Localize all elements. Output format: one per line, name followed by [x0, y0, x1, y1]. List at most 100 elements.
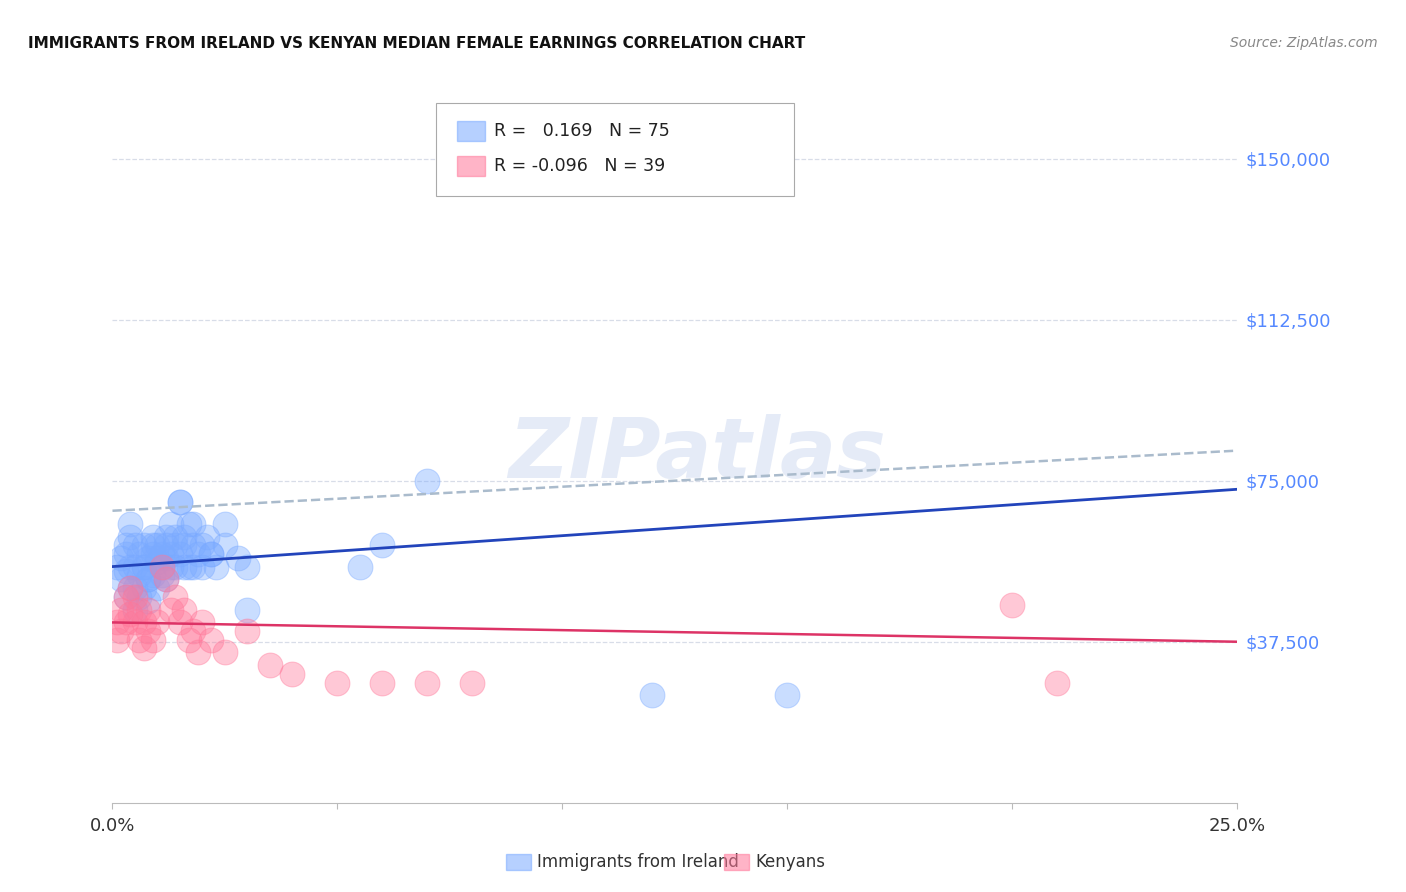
Point: [142, 538, 165, 552]
Point: [200, 547, 222, 561]
Point: [142, 632, 165, 647]
Point: [165, 559, 187, 574]
Point: [183, 538, 205, 552]
Point: [187, 547, 209, 561]
Point: [124, 559, 146, 574]
Point: [214, 516, 236, 531]
Text: Source: ZipAtlas.com: Source: ZipAtlas.com: [1230, 36, 1378, 50]
Point: [132, 615, 155, 630]
Point: [142, 529, 165, 543]
Point: [187, 645, 209, 659]
Point: [124, 581, 146, 595]
Point: [165, 529, 187, 543]
Point: [371, 538, 394, 552]
Point: [200, 632, 222, 647]
Point: [132, 559, 155, 574]
Point: [173, 602, 195, 616]
Point: [155, 551, 177, 566]
Point: [142, 547, 165, 561]
Point: [177, 559, 200, 574]
Point: [128, 590, 150, 604]
Point: [195, 529, 218, 543]
Point: [236, 602, 259, 616]
Point: [128, 632, 150, 647]
Point: [173, 538, 195, 552]
Point: [138, 551, 160, 566]
Point: [138, 602, 160, 616]
Text: R =   0.169   N = 75: R = 0.169 N = 75: [494, 122, 669, 140]
Point: [115, 590, 138, 604]
Point: [416, 474, 439, 488]
Point: [155, 573, 177, 587]
Point: [105, 559, 128, 574]
Point: [110, 602, 132, 616]
Point: [169, 495, 191, 509]
Point: [138, 594, 160, 608]
Point: [461, 675, 484, 690]
Point: [138, 624, 160, 638]
Point: [1001, 599, 1024, 613]
Point: [150, 568, 173, 582]
Point: [132, 538, 155, 552]
Point: [155, 573, 177, 587]
Point: [281, 667, 304, 681]
Point: [349, 559, 371, 574]
Point: [124, 615, 146, 630]
Point: [115, 538, 138, 552]
Point: [146, 538, 169, 552]
Point: [228, 551, 250, 566]
Text: IMMIGRANTS FROM IRELAND VS KENYAN MEDIAN FEMALE EARNINGS CORRELATION CHART: IMMIGRANTS FROM IRELAND VS KENYAN MEDIAN…: [28, 36, 806, 51]
Point: [173, 559, 195, 574]
Point: [177, 516, 200, 531]
Point: [160, 516, 183, 531]
Point: [160, 547, 183, 561]
Point: [110, 624, 132, 638]
Point: [146, 551, 169, 566]
Point: [132, 559, 155, 574]
Point: [150, 547, 173, 561]
Point: [177, 632, 200, 647]
Point: [641, 689, 664, 703]
Text: R = -0.096   N = 39: R = -0.096 N = 39: [494, 157, 665, 175]
Point: [183, 516, 205, 531]
Point: [138, 573, 160, 587]
Point: [205, 559, 228, 574]
Point: [326, 675, 349, 690]
Point: [110, 551, 132, 566]
Point: [416, 675, 439, 690]
Point: [124, 602, 146, 616]
Point: [128, 547, 150, 561]
Point: [138, 573, 160, 587]
Point: [115, 590, 138, 604]
Point: [236, 624, 259, 638]
Point: [120, 559, 142, 574]
Point: [371, 675, 394, 690]
Point: [124, 538, 146, 552]
Point: [115, 615, 138, 630]
Point: [120, 529, 142, 543]
Point: [132, 641, 155, 656]
Point: [259, 658, 281, 673]
Point: [200, 547, 222, 561]
Point: [146, 615, 169, 630]
Point: [169, 495, 191, 509]
Point: [128, 568, 150, 582]
Point: [120, 607, 142, 621]
Point: [120, 516, 142, 531]
Point: [128, 602, 150, 616]
Point: [183, 624, 205, 638]
Point: [150, 559, 173, 574]
Text: ZIPatlas: ZIPatlas: [509, 415, 886, 495]
Point: [155, 538, 177, 552]
Point: [183, 559, 205, 574]
Point: [165, 538, 187, 552]
Point: [214, 645, 236, 659]
Point: [155, 529, 177, 543]
Point: [236, 559, 259, 574]
Point: [169, 615, 191, 630]
Text: Kenyans: Kenyans: [755, 853, 825, 871]
Point: [1046, 675, 1069, 690]
Point: [105, 632, 128, 647]
Point: [191, 559, 214, 574]
Text: Immigrants from Ireland: Immigrants from Ireland: [537, 853, 740, 871]
